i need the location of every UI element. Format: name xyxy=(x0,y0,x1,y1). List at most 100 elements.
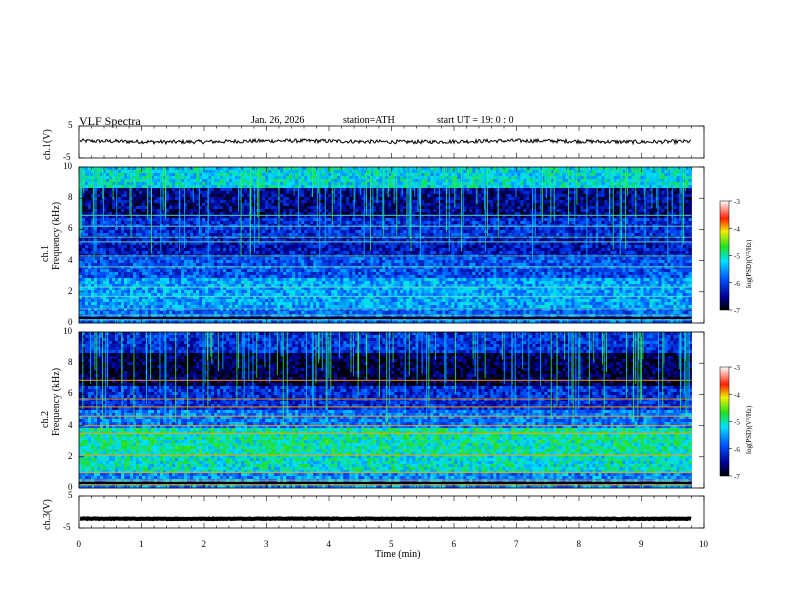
spectrogram-cell xyxy=(511,221,515,225)
spectrogram-cell xyxy=(679,218,683,222)
spectrogram-cell xyxy=(406,176,410,180)
spectrogram-cell xyxy=(481,197,485,201)
spectrogram-cell xyxy=(442,212,446,216)
spectrogram-cell xyxy=(517,230,521,234)
spectrogram-cell xyxy=(139,203,143,207)
spectrogram-cell xyxy=(106,176,110,180)
spectrogram-cell xyxy=(283,167,287,171)
spectrogram-cell xyxy=(301,206,305,210)
spectrogram-cell xyxy=(565,206,569,210)
spectrogram-cell xyxy=(433,203,437,207)
spectrogram-cell xyxy=(187,170,191,174)
spectrogram-cell xyxy=(280,176,284,180)
spectrogram-cell xyxy=(457,221,461,225)
spectrogram-cell xyxy=(283,179,287,183)
spectrogram-cell xyxy=(451,170,455,174)
spectrogram-cell xyxy=(160,200,164,204)
spectrogram-cell xyxy=(157,194,161,198)
spectrogram-cell xyxy=(160,221,164,225)
spectrogram-cell xyxy=(220,167,224,171)
spectrogram-cell xyxy=(346,206,350,210)
spectrogram-cell xyxy=(463,215,467,219)
spectrogram-cell xyxy=(331,179,335,183)
spectrogram-cell xyxy=(349,170,353,174)
spectrogram-cell xyxy=(427,179,431,183)
spectrogram-cell xyxy=(637,182,641,186)
spectrogram-cell xyxy=(406,230,410,234)
spectrogram-cell xyxy=(127,221,131,225)
spectrogram-cell xyxy=(226,194,230,198)
spectrogram-cell xyxy=(583,188,587,192)
spectrogram-cell xyxy=(190,170,194,174)
spectrogram-cell xyxy=(151,215,155,219)
spectrogram-cell xyxy=(517,206,521,210)
spectrogram-cell xyxy=(412,203,416,207)
spectrogram-cell xyxy=(607,200,611,204)
spectrogram-cell xyxy=(391,209,395,213)
spectrogram-cell xyxy=(145,212,149,216)
spectrogram-cell xyxy=(502,170,506,174)
spectrogram-cell xyxy=(82,194,86,198)
spectrogram-cell xyxy=(262,233,266,237)
spectrogram-cell xyxy=(538,179,542,183)
spectrogram-cell xyxy=(607,194,611,198)
spectrogram-cell xyxy=(544,233,548,237)
spectrogram-cell xyxy=(199,179,203,183)
spectrogram-cell xyxy=(631,167,635,171)
spectrogram-cell xyxy=(493,170,497,174)
spectrogram-cell xyxy=(298,179,302,183)
spectrogram-cell xyxy=(181,209,185,213)
spectrogram-cell xyxy=(559,197,563,201)
spectrogram-cell xyxy=(115,239,119,243)
spectrogram-cell xyxy=(235,212,239,216)
spectrogram-cell xyxy=(457,167,461,171)
spectrogram-cell xyxy=(391,203,395,207)
spectrogram-cell xyxy=(424,218,428,222)
spectrogram-cell xyxy=(445,227,449,231)
spectrogram-cell xyxy=(280,221,284,225)
spectrogram-cell xyxy=(655,221,659,225)
spectrogram-cell xyxy=(547,182,551,186)
spectrogram-cell xyxy=(301,203,305,207)
spectrogram-cell xyxy=(247,215,251,219)
spectrogram-cell xyxy=(577,200,581,204)
spectrogram-cell xyxy=(139,230,143,234)
spectrogram-cell xyxy=(484,200,488,204)
spectrogram-cell xyxy=(613,209,617,213)
spectrogram-cell xyxy=(235,206,239,210)
spectrogram-cell xyxy=(148,221,152,225)
spectrogram-cell xyxy=(580,227,584,231)
spectrogram-cell xyxy=(139,185,143,189)
spectrogram-cell xyxy=(313,239,317,243)
spectrogram-cell xyxy=(559,206,563,210)
spectrogram-cell xyxy=(604,221,608,225)
spectrogram-cell xyxy=(658,206,662,210)
spectrogram-cell xyxy=(676,182,680,186)
spectrogram-cell xyxy=(217,221,221,225)
spectrogram-cell xyxy=(370,215,374,219)
spectrogram-cell xyxy=(88,173,92,177)
spectrogram-cell xyxy=(280,188,284,192)
spectrogram-cell xyxy=(271,233,275,237)
spectrogram-cell xyxy=(313,212,317,216)
spectrogram-cell xyxy=(331,203,335,207)
spectrogram-cell xyxy=(559,218,563,222)
spectrogram-cell xyxy=(529,179,533,183)
spectrogram-cell xyxy=(664,173,668,177)
spectrogram-cell xyxy=(472,230,476,234)
spectrogram-cell xyxy=(466,215,470,219)
spectrogram-cell xyxy=(223,170,227,174)
spectrogram-cell xyxy=(646,182,650,186)
spectrogram-cell xyxy=(199,173,203,177)
spectrogram-cell xyxy=(364,167,368,171)
spectrogram-cell xyxy=(241,173,245,177)
spectrogram-cell xyxy=(307,206,311,210)
spectrogram-cell xyxy=(469,182,473,186)
spectrogram-cell xyxy=(433,215,437,219)
spectrogram-cell xyxy=(136,188,140,192)
spectrogram-cell xyxy=(604,176,608,180)
spectrogram-cell xyxy=(172,203,176,207)
spectrogram-cell xyxy=(136,179,140,183)
spectrogram-cell xyxy=(556,194,560,198)
spectrogram-cell xyxy=(406,170,410,174)
